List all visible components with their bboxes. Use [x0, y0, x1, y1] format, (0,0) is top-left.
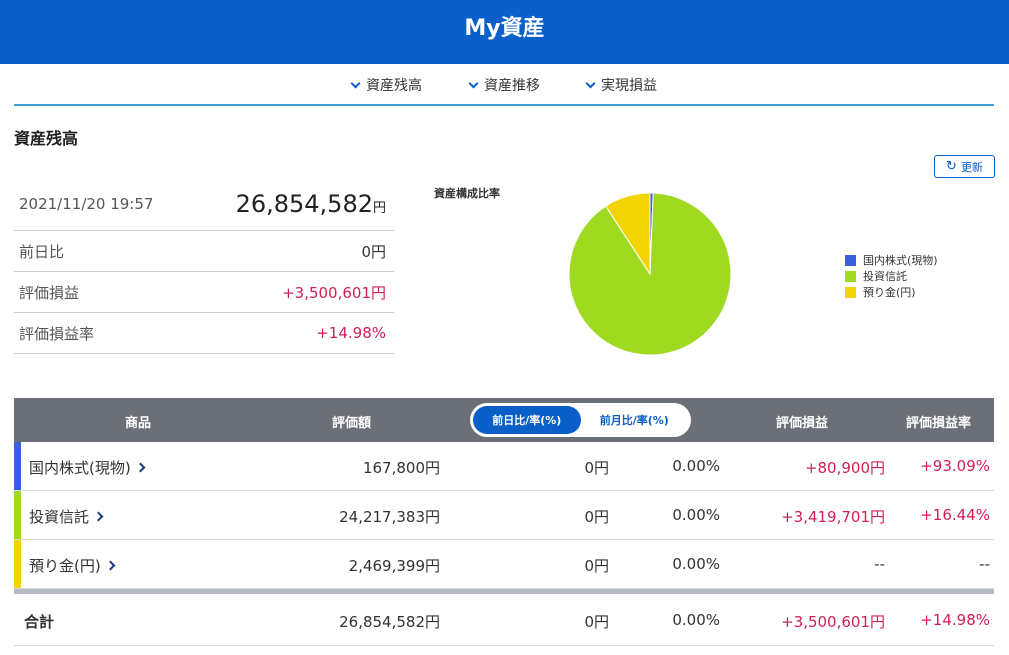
product-link[interactable]: 国内株式(現物)	[29, 457, 146, 478]
col-valuation: 評価額	[332, 416, 372, 431]
pie-slice	[605, 192, 651, 276]
total-unit: 円	[372, 201, 386, 216]
total-unrealized-rate: +14.98%	[920, 611, 990, 629]
col-unrealized-rate: 評価損益率	[906, 416, 972, 431]
legend-item: 預り金(円)	[845, 284, 938, 300]
summary-value: 0円	[361, 242, 386, 261]
day-change: 0円	[584, 459, 609, 477]
legend-item: 投資信託	[845, 268, 938, 284]
unrealized-rate: --	[979, 555, 990, 573]
legend-label: 国内株式(現物)	[863, 254, 938, 267]
summary-total-row: 2021/11/20 19:57 26,854,582円	[14, 178, 394, 231]
total-label: 合計	[24, 613, 55, 631]
total-valuation: 26,854,582円	[339, 613, 440, 631]
row-color-bar	[14, 540, 21, 588]
total-day-change-rate: 0.00%	[672, 611, 720, 629]
toggle-day-change[interactable]: 前日比/率(%)	[473, 406, 581, 434]
refresh-icon: ↻	[946, 159, 957, 174]
page-title: My資産	[464, 16, 545, 41]
table-row: 預り金(円) 2,469,399円 0円 0.00% -- --	[14, 540, 994, 589]
nav-divider	[14, 104, 994, 106]
section-nav: 資産残高 資産推移 実現損益	[0, 64, 1009, 106]
nav-label: 実現損益	[601, 78, 657, 94]
day-change-rate: 0.00%	[672, 506, 720, 524]
as-of-datetime: 2021/11/20 19:57	[19, 195, 154, 213]
col-unrealized: 評価損益	[776, 416, 829, 431]
summary-row-unrealized-rate: 評価損益率 +14.98%	[14, 313, 394, 354]
summary-value: +14.98%	[316, 324, 386, 342]
legend-swatch	[845, 286, 856, 298]
chevron-right-icon	[105, 560, 116, 571]
summary-label: 評価損益	[19, 283, 80, 302]
day-change: 0円	[584, 508, 609, 526]
unrealized-rate: +93.09%	[920, 457, 990, 475]
day-change: 0円	[584, 557, 609, 575]
toggle-month-change[interactable]: 前月比/率(%)	[599, 414, 669, 427]
total-separator	[14, 589, 994, 594]
refresh-label: 更新	[960, 160, 983, 174]
chart-title: 資産構成比率	[434, 187, 500, 200]
product-name: 預り金(円)	[29, 557, 101, 575]
chevron-right-icon	[135, 462, 146, 473]
table-row: 投資信託 24,217,383円 0円 0.00% +3,419,701円 +1…	[14, 491, 994, 540]
day-change-rate: 0.00%	[672, 555, 720, 573]
chevron-down-icon	[585, 78, 596, 88]
product-link[interactable]: 預り金(円)	[29, 555, 116, 576]
refresh-button[interactable]: ↻ 更新	[934, 155, 995, 178]
row-color-bar	[14, 491, 21, 539]
nav-realized-pl[interactable]: 実現損益	[585, 75, 657, 95]
total-value: 26,854,582円	[236, 190, 386, 218]
legend-label: 投資信託	[863, 270, 907, 283]
chevron-down-icon	[468, 78, 479, 88]
legend-swatch	[845, 270, 856, 282]
summary-label: 評価損益率	[19, 324, 95, 343]
nav-label: 資産残高	[366, 78, 422, 94]
page-header: My資産	[0, 0, 1009, 64]
legend-label: 預り金(円)	[863, 286, 916, 299]
product-name: 国内株式(現物)	[29, 459, 131, 477]
section-title: 資産残高	[14, 129, 79, 148]
holdings-table-header: 商品 評価額 前日比/率(%) 前月比/率(%) 評価損益 評価損益率	[14, 398, 994, 442]
asset-pie-chart	[568, 192, 732, 356]
unrealized: +80,900円	[804, 459, 885, 477]
product-link[interactable]: 投資信託	[29, 506, 104, 527]
legend-swatch	[845, 254, 856, 266]
col-product: 商品	[125, 416, 152, 431]
row-color-bar	[14, 442, 21, 490]
table-row: 国内株式(現物) 167,800円 0円 0.00% +80,900円 +93.…	[14, 442, 994, 491]
total-row: 合計 26,854,582円 0円 0.00% +3,500,601円 +14.…	[14, 594, 994, 646]
change-period-toggle: 前日比/率(%) 前月比/率(%)	[470, 403, 691, 437]
unrealized: +3,419,701円	[781, 508, 885, 526]
summary-value: +3,500,601円	[282, 283, 386, 302]
day-change-rate: 0.00%	[672, 457, 720, 475]
summary-label: 前日比	[19, 242, 65, 261]
total-day-change: 0円	[584, 613, 609, 631]
valuation: 167,800円	[362, 459, 440, 477]
product-name: 投資信託	[29, 508, 90, 526]
total-amount: 26,854,582	[235, 190, 373, 218]
nav-label: 資産推移	[484, 78, 540, 94]
chart-legend: 国内株式(現物) 投資信託 預り金(円)	[845, 252, 938, 300]
total-unrealized: +3,500,601円	[781, 613, 885, 631]
chevron-right-icon	[93, 511, 104, 522]
legend-item: 国内株式(現物)	[845, 252, 938, 268]
valuation: 2,469,399円	[348, 557, 440, 575]
nav-asset-trend[interactable]: 資産推移	[468, 75, 540, 95]
chevron-down-icon	[350, 78, 361, 88]
unrealized: --	[874, 555, 885, 573]
unrealized-rate: +16.44%	[920, 506, 990, 524]
summary-row-unrealized: 評価損益 +3,500,601円	[14, 272, 394, 313]
valuation: 24,217,383円	[339, 508, 440, 526]
nav-asset-balance[interactable]: 資産残高	[350, 75, 422, 95]
summary-row-day-change: 前日比 0円	[14, 231, 394, 272]
